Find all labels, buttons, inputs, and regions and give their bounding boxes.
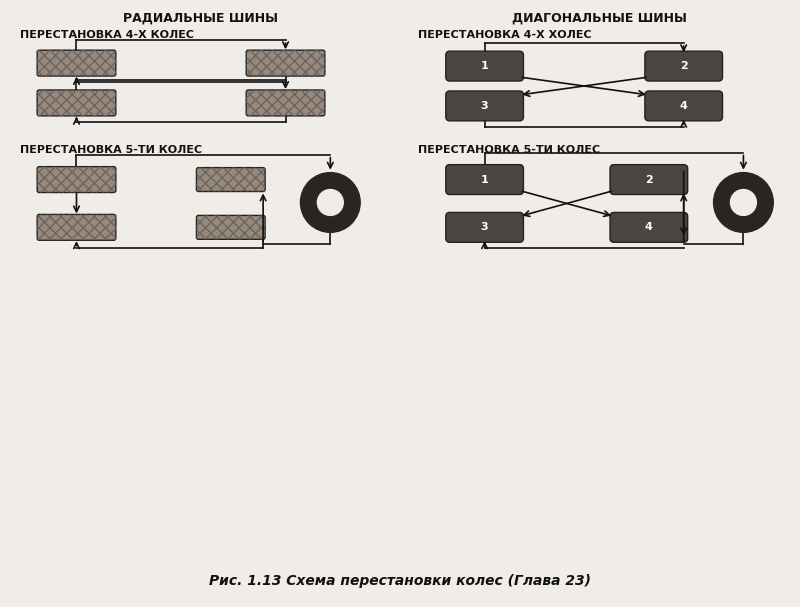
FancyBboxPatch shape xyxy=(645,51,722,81)
FancyBboxPatch shape xyxy=(37,214,116,240)
FancyBboxPatch shape xyxy=(246,90,325,116)
Text: 4: 4 xyxy=(680,101,688,111)
FancyBboxPatch shape xyxy=(610,164,688,194)
Text: 2: 2 xyxy=(680,61,687,71)
Text: 1: 1 xyxy=(481,61,489,71)
FancyBboxPatch shape xyxy=(645,91,722,121)
Text: 2: 2 xyxy=(645,175,653,185)
Text: 3: 3 xyxy=(481,222,489,232)
Circle shape xyxy=(301,172,360,232)
Circle shape xyxy=(730,189,756,215)
Text: 3: 3 xyxy=(481,101,489,111)
FancyBboxPatch shape xyxy=(197,168,265,192)
FancyBboxPatch shape xyxy=(246,50,325,76)
FancyBboxPatch shape xyxy=(446,164,523,194)
Text: РАДИАЛЬНЫЕ ШИНЫ: РАДИАЛЬНЫЕ ШИНЫ xyxy=(123,12,278,25)
FancyBboxPatch shape xyxy=(37,90,116,116)
FancyBboxPatch shape xyxy=(37,50,116,76)
Text: ПЕРЕСТАНОВКА 4-Х ХОЛЕС: ПЕРЕСТАНОВКА 4-Х ХОЛЕС xyxy=(418,30,591,40)
Circle shape xyxy=(318,189,343,215)
Text: 4: 4 xyxy=(645,222,653,232)
FancyBboxPatch shape xyxy=(197,215,265,239)
FancyBboxPatch shape xyxy=(610,212,688,242)
Text: 1: 1 xyxy=(481,175,489,185)
FancyBboxPatch shape xyxy=(37,167,116,192)
Text: ДИАГОНАЛЬНЫЕ ШИНЫ: ДИАГОНАЛЬНЫЕ ШИНЫ xyxy=(512,12,686,25)
Text: ПЕРЕСТАНОВКА 4-Х КОЛЕС: ПЕРЕСТАНОВКА 4-Х КОЛЕС xyxy=(20,30,194,40)
FancyBboxPatch shape xyxy=(446,51,523,81)
Text: ПЕРЕСТАНОВКА 5-ТИ КОЛЕС: ПЕРЕСТАНОВКА 5-ТИ КОЛЕС xyxy=(20,144,202,155)
Circle shape xyxy=(714,172,774,232)
Text: ПЕРЕСТАНОВКА 5-ТИ КОЛЕС: ПЕРЕСТАНОВКА 5-ТИ КОЛЕС xyxy=(418,144,600,155)
Text: Рис. 1.13 Схема перестановки колес (Глава 23): Рис. 1.13 Схема перестановки колес (Глав… xyxy=(209,574,591,588)
FancyBboxPatch shape xyxy=(446,91,523,121)
FancyBboxPatch shape xyxy=(446,212,523,242)
